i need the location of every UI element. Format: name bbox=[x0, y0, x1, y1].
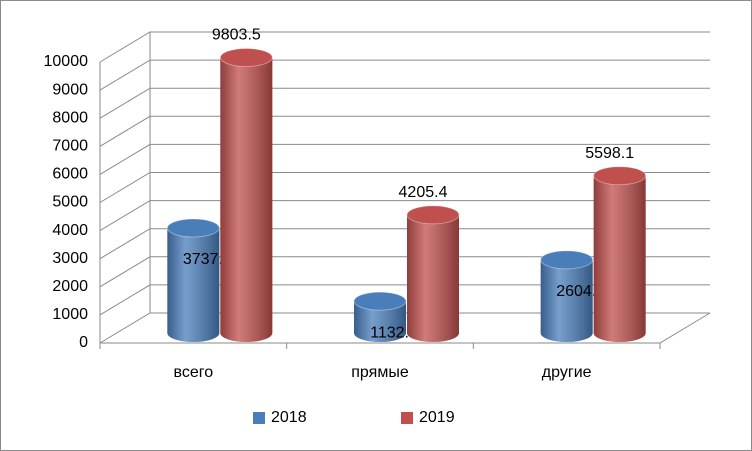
y-tick-label: 3000 bbox=[52, 250, 88, 267]
legend-swatch bbox=[253, 412, 265, 424]
value-label: 2604.3 bbox=[556, 283, 605, 300]
x-tick-label: прямые bbox=[351, 364, 409, 381]
value-label: 4205.4 bbox=[399, 184, 448, 201]
y-tick-label: 8000 bbox=[52, 109, 88, 126]
bar-top bbox=[353, 291, 407, 311]
y-tick-label: 4000 bbox=[52, 222, 88, 239]
legend-label: 2018 bbox=[271, 409, 307, 426]
y-tick-label: 7000 bbox=[52, 138, 88, 155]
value-label: 1132.9 bbox=[370, 324, 418, 341]
y-tick-label: 1000 bbox=[52, 306, 88, 323]
y-tick-label: 10000 bbox=[44, 53, 89, 70]
bar-top bbox=[593, 166, 647, 186]
bar-shade bbox=[220, 57, 273, 343]
x-tick-label: всего bbox=[174, 364, 214, 381]
value-label: 9803.5 bbox=[212, 27, 261, 44]
value-label: 5598.1 bbox=[585, 145, 634, 162]
legend-swatch bbox=[401, 412, 413, 424]
bar-top bbox=[219, 48, 273, 68]
bar-top bbox=[406, 205, 460, 225]
bar-shade bbox=[407, 214, 459, 342]
bar-shade bbox=[167, 227, 220, 342]
bar-shade bbox=[354, 301, 406, 342]
y-tick-label: 9000 bbox=[52, 81, 88, 98]
value-label: 3737.2 bbox=[183, 251, 232, 268]
bar-top bbox=[166, 218, 220, 238]
legend-label: 2019 bbox=[419, 409, 455, 426]
y-tick-label: 5000 bbox=[52, 194, 88, 211]
bar-top bbox=[540, 250, 594, 270]
y-tick-label: 6000 bbox=[52, 166, 88, 183]
bar-shade bbox=[593, 175, 646, 342]
y-tick-label: 2000 bbox=[52, 278, 88, 295]
bar-shade bbox=[540, 259, 593, 342]
x-tick-label: другие bbox=[542, 364, 592, 381]
y-tick-label: 0 bbox=[79, 334, 88, 351]
